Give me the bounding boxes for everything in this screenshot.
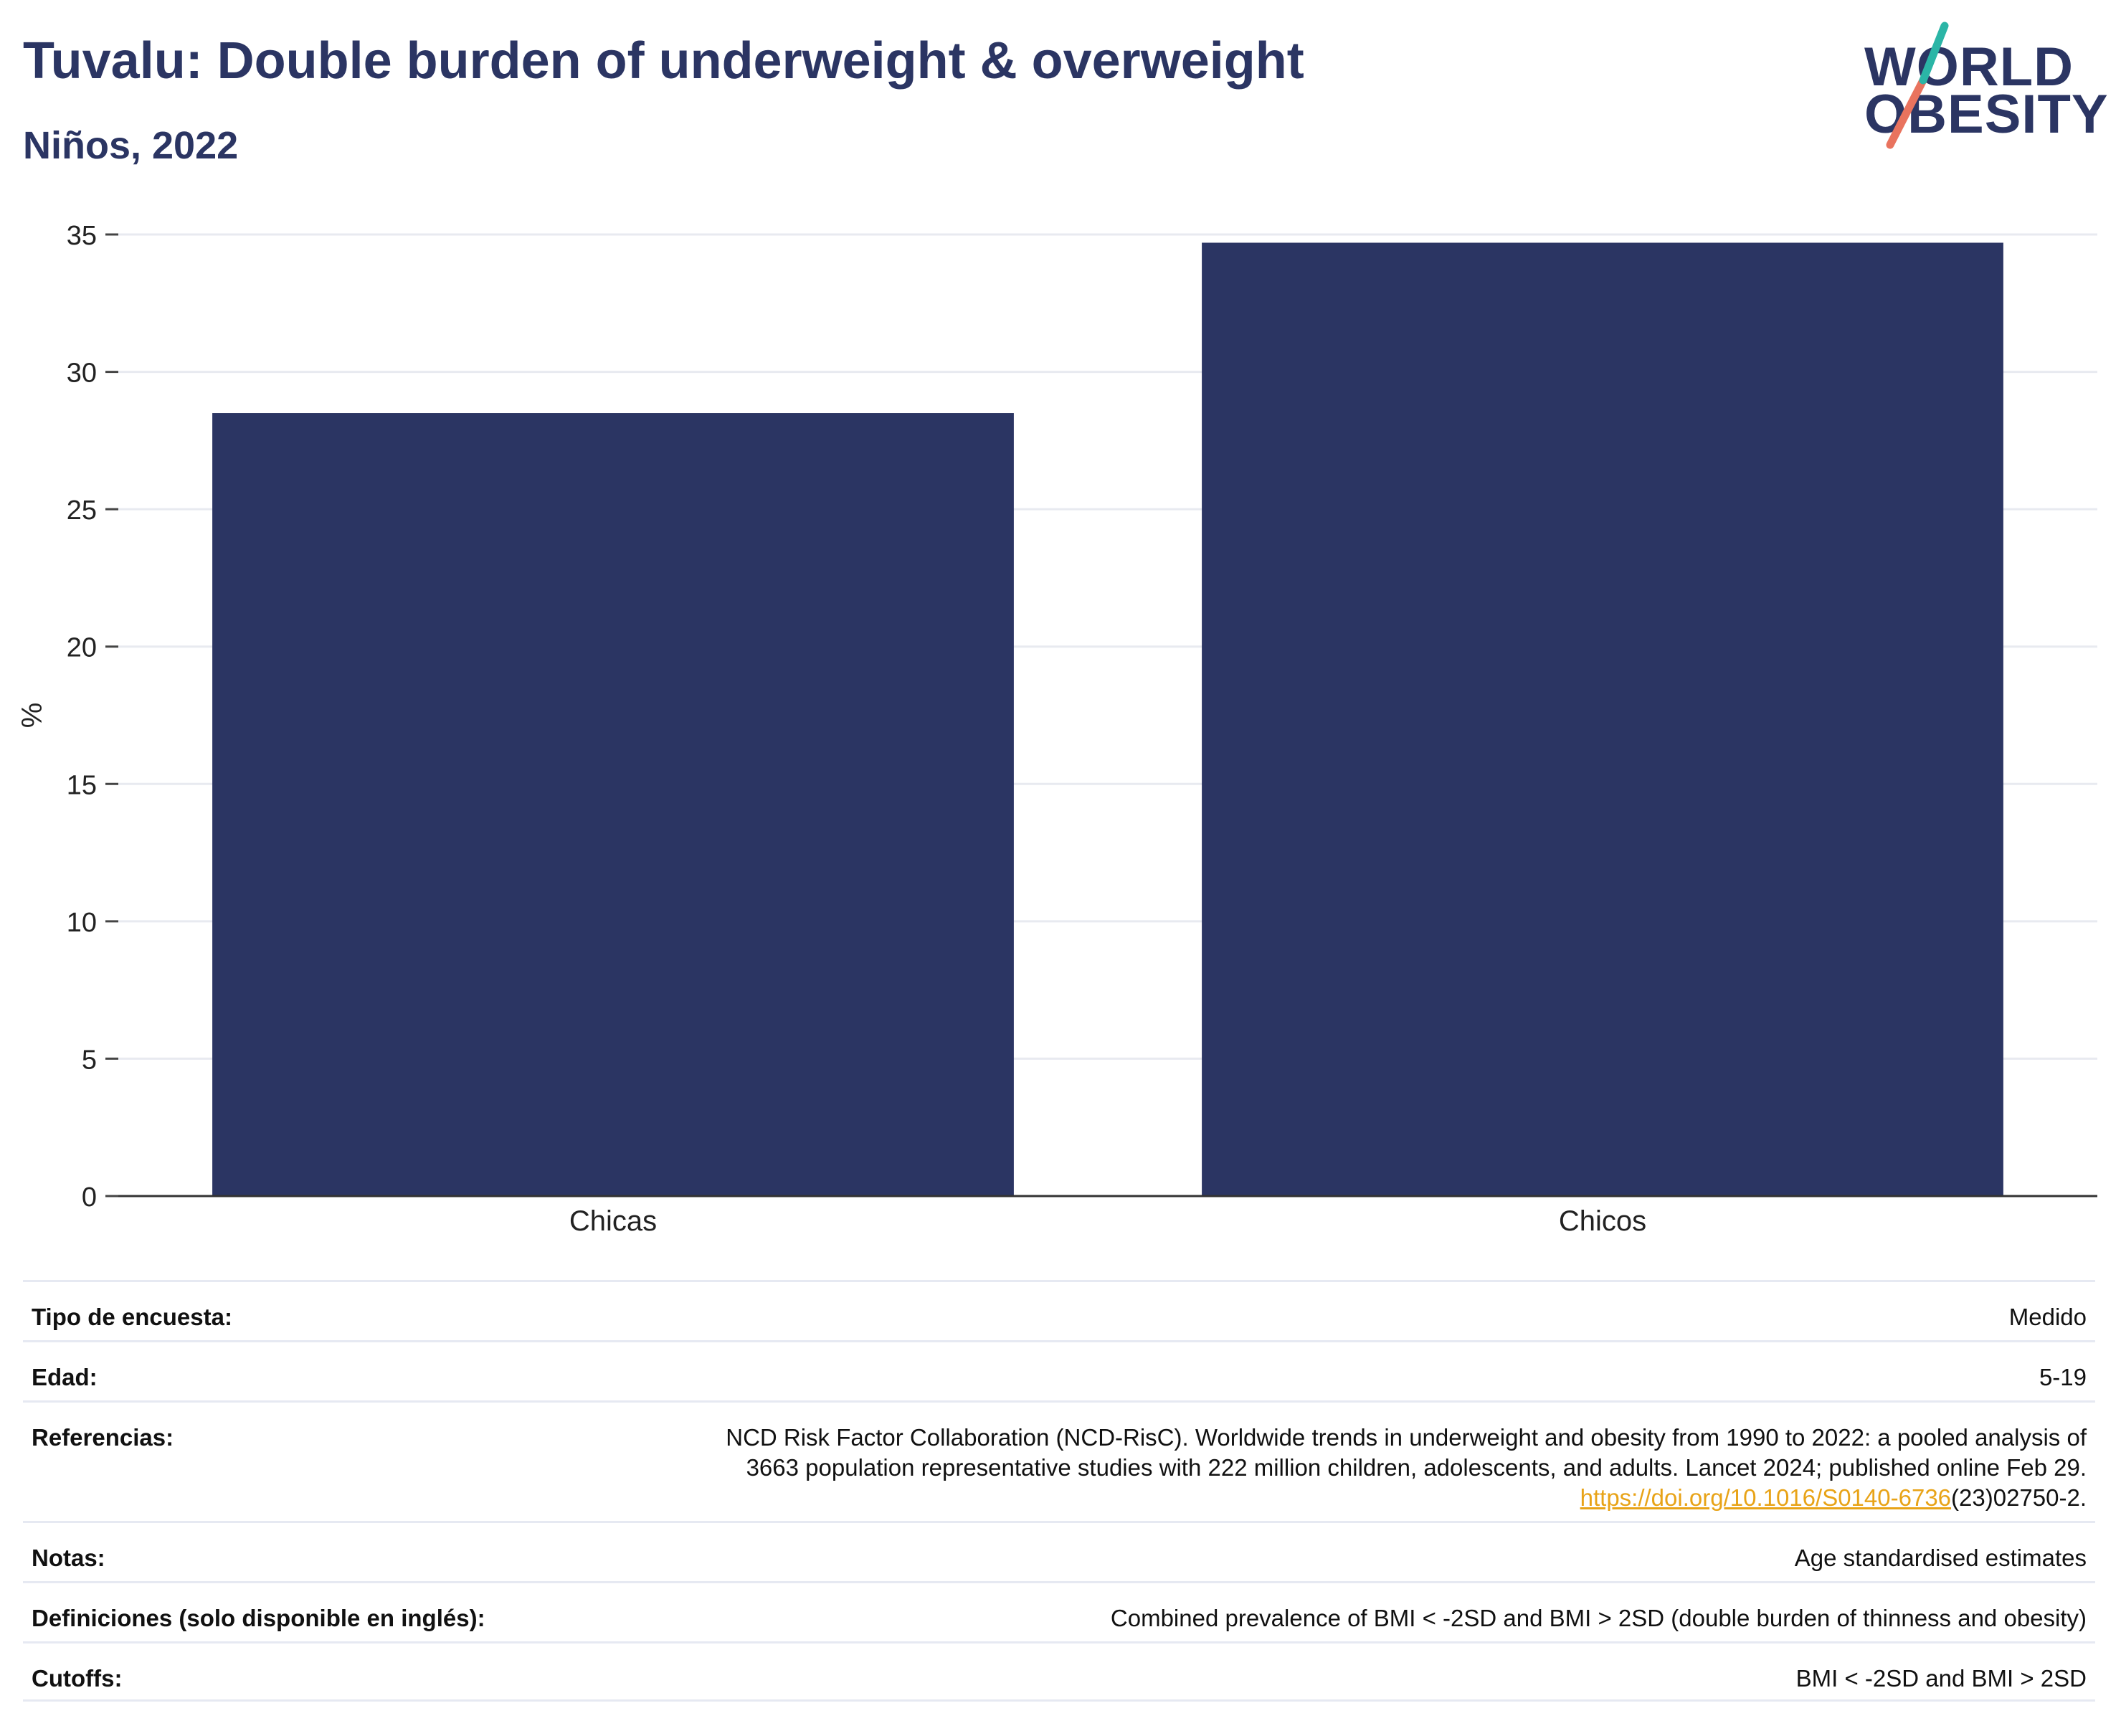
bar-chicos — [1202, 242, 2003, 1197]
bar-chart: 0 5 10 15 20 25 30 35 % Chicas Chicos — [16, 221, 2097, 1237]
age-label: Edad: — [32, 1364, 98, 1390]
meta-row-definitions: Definiciones (solo disponible en inglés)… — [23, 1581, 2095, 1641]
logo-slash-icon — [1886, 22, 1949, 149]
references-doi-link[interactable]: https://doi.org/10.1016/S0140-6736 — [1580, 1484, 1952, 1511]
notes-label: Notas: — [32, 1545, 105, 1571]
age-value: 5-19 — [2039, 1364, 2087, 1390]
meta-row-notes: Notas: Age standardised estimates — [23, 1521, 2095, 1581]
definitions-label: Definiciones (solo disponible en inglés)… — [32, 1605, 485, 1631]
references-line-2: 3663 population representative studies w… — [746, 1454, 2087, 1481]
y-tick-label: 35 — [67, 221, 97, 251]
meta-row-age: Edad: 5-19 — [23, 1340, 2095, 1400]
world-obesity-logo: WORLD OBESITY — [1864, 22, 2108, 151]
survey-type-label: Tipo de encuesta: — [32, 1304, 232, 1330]
meta-row-survey-type: Tipo de encuesta: Medido — [23, 1280, 2095, 1340]
x-tick-label: Chicas — [569, 1205, 657, 1237]
meta-row-references: Referencias: NCD Risk Factor Collaborati… — [23, 1400, 2095, 1521]
references-value: NCD Risk Factor Collaboration (NCD-RisC)… — [726, 1423, 2087, 1513]
definitions-value: Combined prevalence of BMI < -2SD and BM… — [1110, 1605, 2087, 1631]
meta-row-cutoffs: Cutoffs: BMI < -2SD and BMI > 2SD — [23, 1641, 2095, 1702]
references-doi-tail: (23)02750-2. — [1951, 1484, 2087, 1511]
y-tick-label: 0 — [82, 1182, 97, 1213]
page-title: Tuvalu: Double burden of underweight & o… — [23, 32, 1304, 90]
y-tick-label: 20 — [67, 633, 97, 663]
cutoffs-value: BMI < -2SD and BMI > 2SD — [1795, 1665, 2087, 1692]
survey-type-value: Medido — [2008, 1304, 2087, 1330]
logo-line-world: WORLD — [1864, 37, 2074, 98]
x-tick-label: Chicos — [1559, 1205, 1646, 1237]
x-axis-ticks: Chicas Chicos — [569, 1205, 1646, 1237]
references-label: Referencias: — [32, 1424, 174, 1451]
y-tick-label: 10 — [67, 908, 97, 938]
references-line-1: NCD Risk Factor Collaboration (NCD-RisC)… — [726, 1424, 2087, 1451]
bar-chicas — [212, 413, 1014, 1196]
y-tick-label: 30 — [67, 359, 97, 389]
y-tick-label: 5 — [82, 1045, 97, 1075]
y-axis-label: % — [16, 703, 48, 729]
page-subtitle: Niños, 2022 — [23, 124, 239, 167]
notes-value: Age standardised estimates — [1794, 1545, 2087, 1571]
metadata-table: Tipo de encuesta: Medido Edad: 5-19 Refe… — [23, 1280, 2095, 1702]
bars — [212, 242, 2003, 1197]
y-tick-label: 25 — [67, 495, 97, 526]
y-axis-ticks: 0 5 10 15 20 25 30 35 — [67, 221, 118, 1213]
y-tick-label: 15 — [67, 770, 97, 800]
cutoffs-label: Cutoffs: — [32, 1665, 123, 1692]
